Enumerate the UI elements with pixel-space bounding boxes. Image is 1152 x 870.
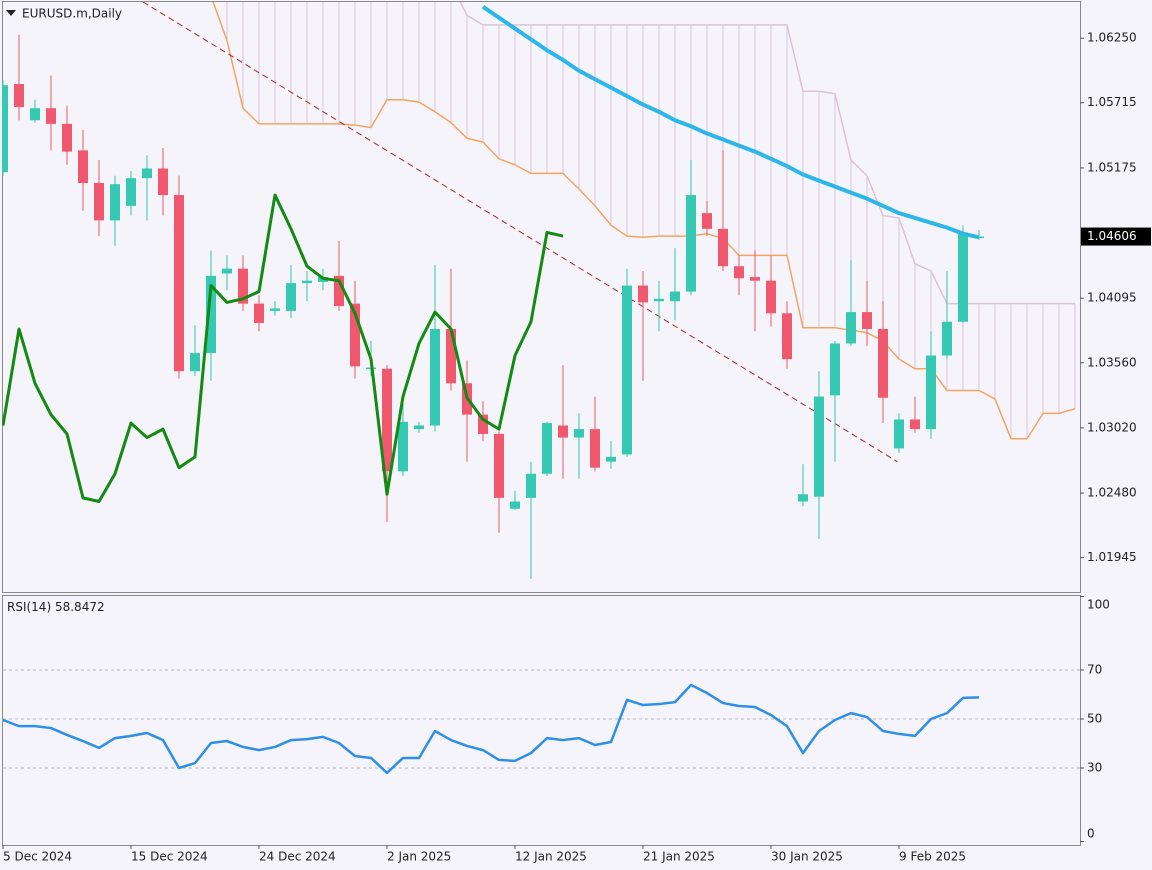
candle-body — [558, 425, 568, 438]
candle-body — [350, 303, 360, 367]
candle-body — [526, 473, 536, 498]
price-plot — [2, 2, 1076, 579]
rsi-plot — [2, 669, 1080, 775]
candle-body — [30, 108, 40, 121]
candle-body — [974, 236, 984, 239]
candle-body — [142, 168, 152, 179]
y-tick-label: 100 — [1087, 598, 1110, 612]
y-tick-label: 70 — [1087, 663, 1102, 677]
candle-body — [286, 283, 296, 311]
candle-body — [622, 285, 632, 455]
y-tick-label: 1.03020 — [1087, 420, 1137, 434]
candle-body — [14, 84, 24, 107]
x-tick-label: 2 Jan 2025 — [387, 850, 451, 864]
candle-body — [702, 213, 712, 229]
candle-body — [654, 298, 664, 302]
axes: 1.01945 1.02480 1.03020 1.03560 1.04095 1.051… — [2, 31, 1151, 864]
candle-body — [110, 184, 120, 221]
senkou-span-a — [459, 2, 1075, 305]
candle-body — [2, 85, 8, 173]
last-price-box — [1081, 227, 1151, 246]
indicator-line — [2, 193, 564, 504]
candle-body — [862, 312, 872, 329]
candle-body — [910, 419, 920, 430]
candle-body — [734, 266, 744, 279]
candle-body — [414, 425, 424, 430]
candle-body — [446, 328, 456, 384]
y-tick-label: 1.01945 — [1087, 550, 1137, 564]
candle-body — [894, 419, 904, 449]
candle-body — [206, 275, 216, 354]
rsi-line — [2, 683, 980, 775]
candle-body — [606, 456, 616, 462]
trendline — [142, 2, 898, 463]
candle-body — [46, 108, 56, 124]
y-tick-label: 1.02480 — [1087, 486, 1137, 500]
candle-body — [942, 321, 952, 356]
last-price-label: 1.04606 — [1087, 229, 1137, 243]
y-tick-label: 1.06250 — [1087, 31, 1137, 45]
candle-body — [782, 313, 792, 360]
candle-body — [302, 280, 312, 284]
candle-body — [958, 232, 968, 322]
candle-body — [78, 150, 88, 183]
rsi-title: RSI(14) — [7, 600, 51, 614]
candle-body — [926, 355, 936, 430]
x-tick-label: 21 Jan 2025 — [643, 850, 715, 864]
candle-body — [590, 429, 600, 468]
candle-body — [542, 423, 552, 474]
candle-body — [270, 308, 280, 311]
candle-body — [510, 501, 520, 509]
x-tick-label: 24 Dec 2024 — [259, 850, 336, 864]
candle-body — [478, 414, 488, 434]
x-tick-label: 30 Jan 2025 — [771, 850, 843, 864]
symbol-label: EURUSD.m,Daily — [22, 7, 122, 21]
indicator-line — [481, 5, 980, 240]
candle-body — [670, 291, 680, 302]
x-tick-label: 5 Dec 2024 — [3, 850, 72, 864]
candle-body — [174, 195, 184, 372]
candle-body — [254, 303, 264, 323]
candle-body — [766, 280, 776, 314]
y-tick-label: 1.04095 — [1087, 291, 1137, 305]
y-tick-label: 50 — [1087, 712, 1102, 726]
menu-arrow[interactable] — [6, 10, 16, 16]
candle-body — [750, 277, 760, 281]
candle-body — [718, 228, 728, 267]
candle-body — [494, 433, 504, 498]
candle-body — [126, 178, 136, 206]
y-tick-label: 1.05715 — [1087, 95, 1137, 109]
y-tick-label: 1.03560 — [1087, 355, 1137, 369]
candle-body — [814, 396, 824, 497]
candle-body — [878, 328, 888, 398]
rsi-panel-frame — [2, 595, 1081, 846]
candle-body — [334, 275, 344, 307]
candle-body — [94, 182, 104, 221]
candle-body — [158, 168, 168, 196]
x-tick-label: 9 Feb 2025 — [899, 850, 966, 864]
candle-body — [830, 343, 840, 396]
rsi-value: 58.8472 — [55, 600, 105, 614]
y-tick-label: 0 — [1087, 827, 1095, 841]
rsi-label: RSI(14) 58.8472 — [7, 600, 105, 614]
candle-body — [190, 353, 200, 372]
x-tick-label: 12 Jan 2025 — [515, 850, 587, 864]
x-tick-label: 15 Dec 2024 — [131, 850, 208, 864]
candle-body — [686, 195, 696, 292]
candle-body — [382, 368, 392, 472]
y-tick-label: 30 — [1087, 761, 1102, 775]
candle-body — [238, 268, 248, 304]
candle-body — [638, 285, 648, 303]
candle-body — [430, 328, 440, 426]
candle-body — [846, 312, 856, 344]
y-tick-label: 1.05175 — [1087, 160, 1137, 174]
candle-body — [398, 421, 408, 472]
candle-body — [574, 429, 584, 438]
candle-body — [222, 268, 232, 274]
candle-body — [798, 494, 808, 502]
candle-body — [62, 123, 72, 152]
price-panel-frame — [2, 1, 1081, 593]
